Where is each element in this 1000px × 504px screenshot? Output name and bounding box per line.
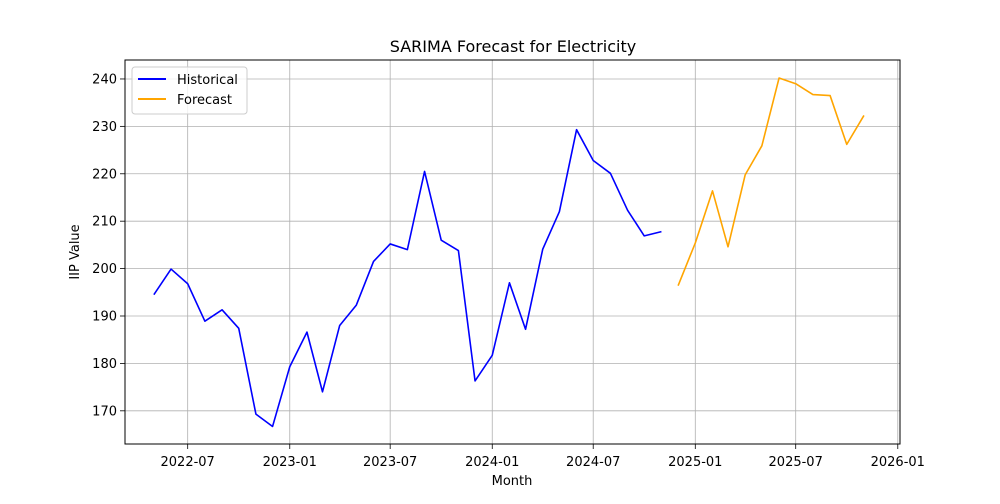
x-tick-label: 2025-01 [668, 455, 722, 470]
x-tick-label: 2024-01 [465, 455, 519, 470]
legend-label-historical: Historical [177, 73, 238, 88]
grid-lines [125, 60, 900, 444]
y-tick-label: 170 [92, 404, 117, 419]
y-axis-ticks: 170 180 190 200 210 220 230 240 [92, 72, 125, 419]
x-tick-label: 2026-01 [871, 455, 925, 470]
y-tick-label: 220 [92, 167, 117, 182]
chart-title: SARIMA Forecast for Electricity [390, 37, 636, 56]
y-tick-label: 180 [92, 357, 117, 372]
y-tick-label: 200 [92, 262, 117, 277]
x-axis-ticks: 2022-07 2023-01 2023-07 2024-01 2024-07 2025-… [161, 444, 925, 470]
plot-area-frame [124, 59, 901, 445]
y-tick-label: 230 [92, 120, 117, 135]
y-tick-label: 190 [92, 310, 117, 325]
series-lines [153, 77, 865, 428]
x-tick-label: 2023-01 [263, 455, 317, 470]
legend-label-forecast: Forecast [177, 93, 232, 108]
series-line-historical [153, 128, 662, 428]
x-tick-label: 2023-07 [363, 455, 417, 470]
x-axis-label: Month [492, 474, 533, 489]
y-axis-label: IIP Value [68, 224, 83, 279]
x-tick-label: 2022-07 [161, 455, 215, 470]
x-tick-label: 2024-07 [566, 455, 620, 470]
y-tick-label: 210 [92, 215, 117, 230]
chart-legend: Historical Forecast [131, 66, 248, 115]
y-tick-label: 240 [92, 72, 117, 87]
x-tick-label: 2025-07 [769, 455, 823, 470]
series-line-forecast [677, 77, 865, 286]
